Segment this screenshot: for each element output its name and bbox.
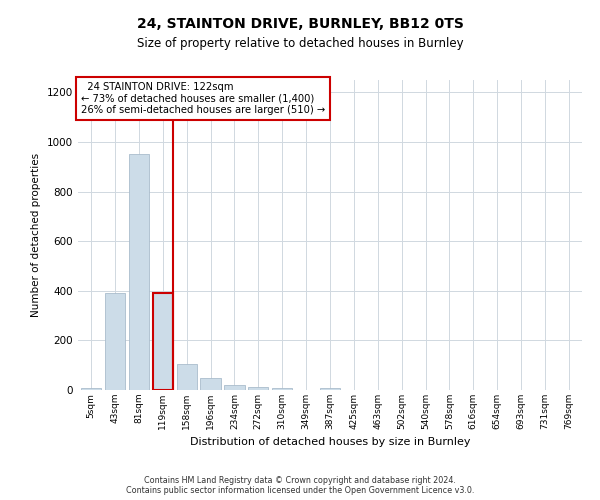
Text: 24, STAINTON DRIVE, BURNLEY, BB12 0TS: 24, STAINTON DRIVE, BURNLEY, BB12 0TS [137,18,463,32]
Text: 24 STAINTON DRIVE: 122sqm
← 73% of detached houses are smaller (1,400)
26% of se: 24 STAINTON DRIVE: 122sqm ← 73% of detac… [80,82,325,115]
Bar [200,378,221,390]
Bar [81,388,101,390]
Text: Size of property relative to detached houses in Burnley: Size of property relative to detached ho… [137,38,463,51]
Bar [176,364,197,390]
Bar [152,294,173,390]
Bar [224,385,245,390]
Text: Contains HM Land Registry data © Crown copyright and database right 2024.
Contai: Contains HM Land Registry data © Crown c… [126,476,474,495]
Y-axis label: Number of detached properties: Number of detached properties [31,153,41,317]
Bar [105,294,125,390]
Bar [320,388,340,390]
Bar [272,388,292,390]
Bar [248,387,268,390]
Bar [129,154,149,390]
X-axis label: Distribution of detached houses by size in Burnley: Distribution of detached houses by size … [190,438,470,448]
